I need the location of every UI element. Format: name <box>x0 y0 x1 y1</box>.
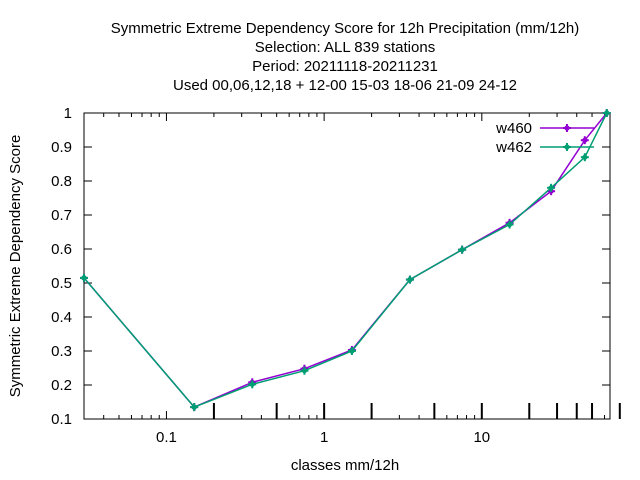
data-point-w462 <box>190 403 199 412</box>
data-point-w462 <box>405 275 414 284</box>
data-point-w462 <box>580 153 589 162</box>
legend: w460 w462 <box>495 120 594 156</box>
title-line-1: Symmetric Extreme Dependency Score for 1… <box>111 20 580 37</box>
y-tick-label: 0.5 <box>51 275 72 292</box>
chart-title: Symmetric Extreme Dependency Score for 1… <box>111 20 580 94</box>
data-point-w462 <box>602 109 611 117</box>
class-boundary-marks <box>212 403 621 419</box>
y-axis: 0.1 0.2 0.3 0.4 0.5 0.6 0.7 0.8 0.9 1 <box>51 105 610 428</box>
data-point-w462 <box>458 245 467 254</box>
title-line-4: Used 00,06,12,18 + 12-00 15-03 18-06 21-… <box>173 77 517 94</box>
title-line-2: Selection: ALL 839 stations <box>255 39 435 56</box>
data-point-w462 <box>505 220 514 229</box>
title-line-3: Period: 20211118-20211231 <box>252 58 438 75</box>
legend-label-w462: w462 <box>495 139 532 156</box>
y-tick-label: 0.1 <box>51 411 72 428</box>
data-point-w460 <box>580 136 589 145</box>
data-point-w462 <box>347 347 356 355</box>
y-tick-label: 0.8 <box>51 173 72 190</box>
y-tick-label: 1 <box>64 105 72 122</box>
data-point-w462 <box>300 366 309 375</box>
series-group <box>80 109 611 412</box>
data-point-w462 <box>80 273 88 282</box>
legend-marker-w460 <box>563 124 571 132</box>
y-tick-label: 0.9 <box>51 139 72 156</box>
y-axis-label: Symmetric Extreme Dependency Score <box>7 135 24 398</box>
x-axis-label: classes mm/12h <box>291 457 399 474</box>
y-tick-label: 0.2 <box>51 377 72 394</box>
x-tick-label: 10 <box>473 429 490 446</box>
y-tick-label: 0.3 <box>51 343 72 360</box>
series-line-w460 <box>83 112 608 409</box>
series-line-w462 <box>83 112 608 408</box>
x-tick-label: 0.1 <box>156 429 177 446</box>
x-tick-label: 1 <box>320 429 328 446</box>
legend-marker-w462 <box>563 143 571 151</box>
y-tick-label: 0.6 <box>51 241 72 258</box>
data-point-w462 <box>547 183 556 192</box>
legend-label-w460: w460 <box>495 120 532 137</box>
y-tick-label: 0.4 <box>51 309 72 326</box>
data-point-w462 <box>248 380 257 389</box>
x-axis: 0.1 1 10 <box>83 113 606 446</box>
y-tick-label: 0.7 <box>51 207 72 224</box>
plot-border <box>83 112 611 420</box>
